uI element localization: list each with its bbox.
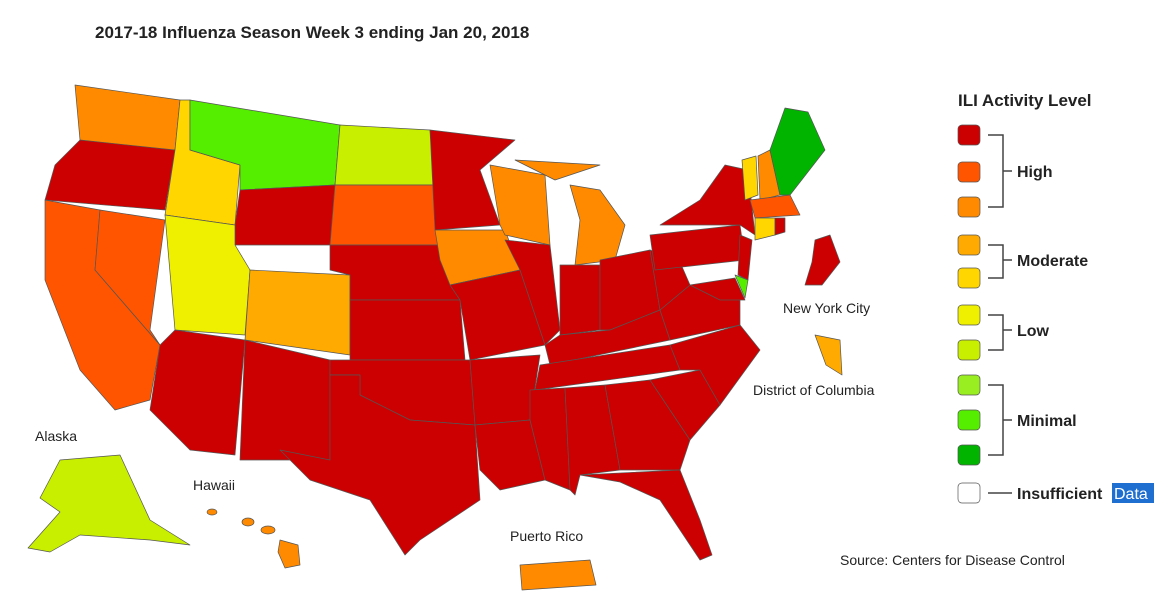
state: [239, 339, 331, 461]
legend: ILI Activity Level High Moderate Low Min…: [957, 91, 1154, 504]
puerto-rico-area: [519, 559, 597, 591]
swatch: [957, 124, 981, 146]
state: [334, 124, 436, 186]
island: [277, 539, 301, 569]
state: [741, 155, 759, 201]
legend-label: Minimal: [1017, 413, 1077, 430]
state: [489, 164, 551, 246]
map-label: District of Columbia: [753, 382, 875, 398]
map-label: Hawaii: [193, 477, 235, 493]
swatch: [957, 161, 981, 183]
state: [669, 324, 761, 406]
legend-title: ILI Activity Level: [958, 91, 1092, 110]
swatch: [957, 267, 981, 289]
state: [474, 419, 546, 491]
state: [569, 184, 626, 266]
state: [44, 139, 176, 211]
state: [74, 84, 181, 151]
swatch: [957, 339, 981, 361]
hawaii-area: [206, 508, 301, 569]
state: [329, 184, 441, 246]
alaska-area: [27, 454, 191, 553]
bracket: [988, 134, 1012, 208]
island: [241, 517, 255, 527]
swatch: [957, 409, 981, 431]
state: [244, 269, 351, 356]
state: [579, 469, 713, 561]
swatch: [957, 374, 981, 396]
state: [469, 354, 541, 426]
dc-area: [814, 334, 843, 376]
us-map: [27, 84, 843, 591]
state: [749, 194, 801, 219]
state: [349, 299, 466, 361]
legend-label: Data: [1114, 486, 1148, 503]
bracket: [988, 244, 1012, 279]
map-label: Puerto Rico: [510, 528, 583, 544]
bracket: [988, 314, 1012, 351]
map-label: New York City: [783, 300, 870, 316]
legend-label: Low: [1017, 323, 1050, 340]
state: [774, 217, 786, 236]
island: [260, 525, 276, 535]
state: [429, 129, 516, 231]
legend-label: Moderate: [1017, 253, 1088, 270]
state: [449, 269, 546, 361]
state: [754, 217, 776, 241]
state: [734, 274, 749, 299]
state: [689, 277, 746, 301]
swatch: [957, 482, 981, 504]
map-label: Alaska: [35, 428, 77, 444]
state: [604, 379, 691, 471]
legend-label: Insufficient: [1017, 486, 1103, 503]
state: [94, 209, 166, 346]
state: [149, 329, 246, 456]
state: [234, 184, 336, 246]
swatch: [957, 444, 981, 466]
state: [529, 387, 571, 491]
state: [659, 164, 756, 236]
state: [649, 224, 746, 271]
state: [514, 159, 601, 181]
state: [559, 264, 601, 336]
selection-highlight: [1112, 483, 1154, 503]
state: [737, 234, 753, 281]
swatch: [957, 234, 981, 256]
title: 2017-18 Influenza Season Week 3 ending J…: [95, 23, 529, 42]
state: [504, 239, 561, 346]
nyc-area: [804, 234, 841, 286]
state: [769, 107, 826, 196]
swatch: [957, 304, 981, 326]
state: [279, 374, 481, 556]
source: Source: Centers for Disease Control: [840, 552, 1065, 568]
legend-label: High: [1017, 164, 1053, 181]
swatch: [957, 196, 981, 218]
bracket: [988, 384, 1012, 456]
island: [206, 508, 218, 516]
